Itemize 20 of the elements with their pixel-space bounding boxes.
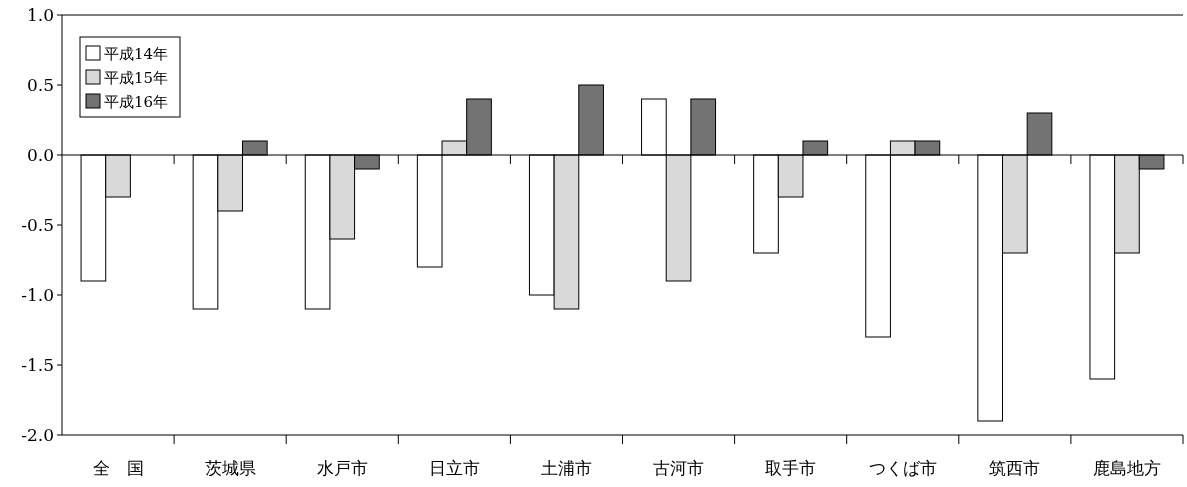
x-tick-label: 日立市 bbox=[428, 458, 480, 478]
x-tick-label: 取手市 bbox=[765, 458, 817, 478]
y-tick-label: -1.5 bbox=[21, 355, 54, 375]
legend-label: 平成16年 bbox=[104, 93, 169, 111]
y-tick-label: 1.0 bbox=[26, 5, 54, 25]
y-tick-label: -2.0 bbox=[21, 425, 54, 445]
x-tick-label: 古河市 bbox=[653, 458, 705, 478]
x-tick-label: 茨城県 bbox=[204, 458, 256, 478]
x-tick-label: つくば市 bbox=[868, 458, 937, 478]
x-tick-label: 水戸市 bbox=[316, 458, 368, 478]
y-tick-label: 0.0 bbox=[26, 145, 54, 165]
legend-label: 平成14年 bbox=[104, 45, 169, 63]
legend-label: 平成15年 bbox=[104, 69, 169, 87]
x-tick-label: 鹿島地方 bbox=[1092, 458, 1161, 478]
x-tick-label: 全 国 bbox=[92, 458, 144, 478]
y-tick-label: -1.0 bbox=[21, 285, 54, 305]
x-tick-label: 筑西市 bbox=[989, 458, 1041, 478]
x-tick-label: 土浦市 bbox=[540, 458, 592, 478]
y-tick-label: 0.5 bbox=[26, 75, 54, 95]
y-tick-label: -0.5 bbox=[21, 215, 54, 235]
